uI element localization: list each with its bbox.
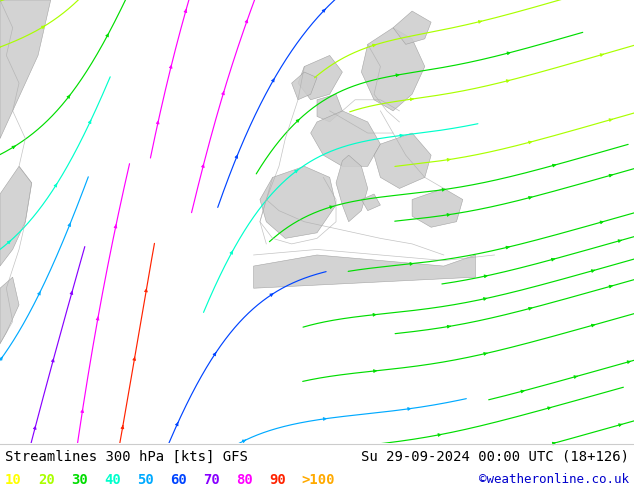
Text: >100: >100 <box>302 473 335 487</box>
Polygon shape <box>393 11 431 44</box>
Text: ©weatheronline.co.uk: ©weatheronline.co.uk <box>479 473 629 486</box>
Text: 50: 50 <box>137 473 153 487</box>
Polygon shape <box>336 155 368 221</box>
Text: 60: 60 <box>170 473 186 487</box>
Text: 90: 90 <box>269 473 285 487</box>
Polygon shape <box>311 111 380 166</box>
Polygon shape <box>292 72 317 100</box>
Text: 40: 40 <box>104 473 120 487</box>
Polygon shape <box>0 277 19 343</box>
Polygon shape <box>0 166 32 266</box>
Polygon shape <box>361 28 425 111</box>
Text: 70: 70 <box>203 473 219 487</box>
Polygon shape <box>361 194 380 211</box>
Text: 10: 10 <box>5 473 22 487</box>
Polygon shape <box>317 94 342 122</box>
Polygon shape <box>254 255 476 288</box>
Polygon shape <box>260 166 336 238</box>
Text: 30: 30 <box>71 473 87 487</box>
Text: 20: 20 <box>38 473 55 487</box>
Text: 80: 80 <box>236 473 252 487</box>
Polygon shape <box>0 0 51 139</box>
Polygon shape <box>412 189 463 227</box>
Polygon shape <box>298 55 342 100</box>
Text: Su 29-09-2024 00:00 UTC (18+126): Su 29-09-2024 00:00 UTC (18+126) <box>361 449 629 464</box>
Polygon shape <box>374 133 431 189</box>
Text: Streamlines 300 hPa [kts] GFS: Streamlines 300 hPa [kts] GFS <box>5 449 248 464</box>
